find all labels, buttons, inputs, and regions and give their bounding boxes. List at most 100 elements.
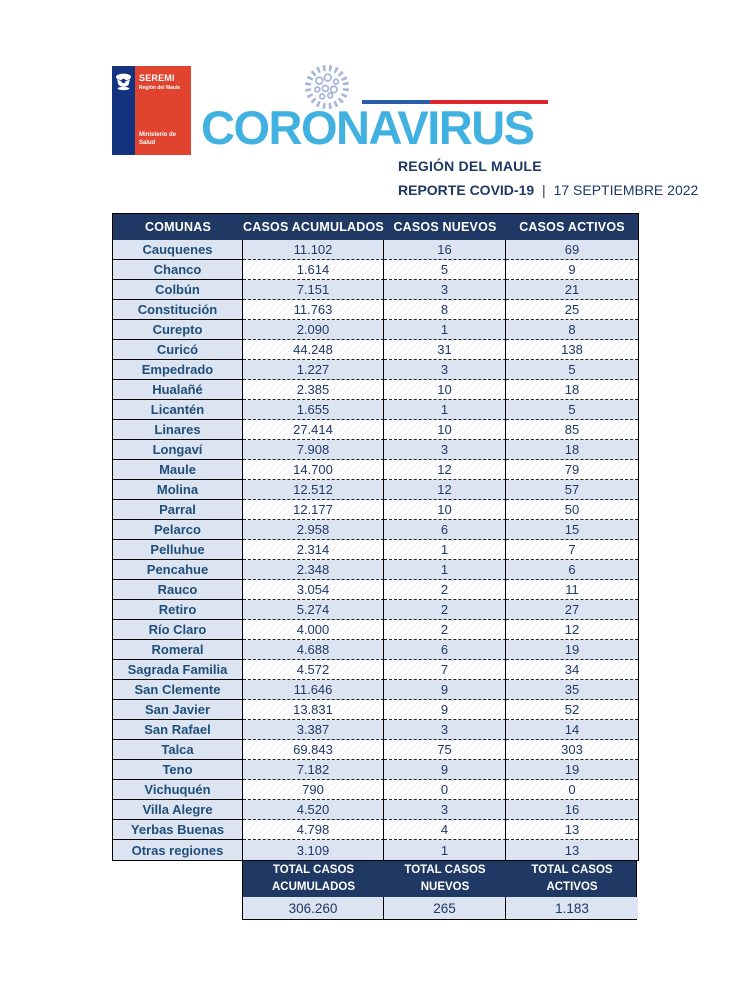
totals-header-row: TOTAL CASOS ACUMULADOS TOTAL CASOS NUEVOS TO… [243,861,636,897]
value-cell: 7 [506,540,638,560]
covid-table-main: COMUNAS CASOS ACUMULADOS CASOS NUEVOS CASOS… [112,213,639,861]
table-row: Linares 27.414 10 85 [113,420,638,440]
table-row: Maule 14.700 12 79 [113,460,638,480]
totals-header-line: TOTAL CASOS [272,864,355,877]
comuna-name-cell: Pencahue [113,560,243,580]
value-cell: 27.414 [243,420,384,440]
table-row: Pelluhue 2.314 1 7 [113,540,638,560]
totals-value-cell: 265 [384,897,506,919]
column-header: CASOS ACTIVOS [519,220,625,234]
value-cell: 2.348 [243,560,384,580]
value-cell: 12.512 [243,480,384,500]
totals-header: TOTAL CASOS NUEVOS [384,861,506,897]
value-cell: 4.798 [243,820,384,840]
value-cell: 9 [384,680,506,700]
table-row: Chanco 1.614 5 9 [113,260,638,280]
table-row: Río Claro 4.000 2 12 [113,620,638,640]
table-row: Empedrado 1.227 3 5 [113,360,638,380]
table-row: Yerbas Buenas 4.798 4 13 [113,820,638,840]
value-cell: 8 [384,300,506,320]
value-cell: 5 [506,400,638,420]
value-cell: 21 [506,280,638,300]
value-cell: 6 [506,560,638,580]
table-row: Otras regiones 3.109 1 13 [113,840,638,860]
comuna-name-cell: Curicó [113,340,243,360]
seremi-logo: SEREMI Región del Maule Ministerio de Sa… [112,66,191,155]
region-title: REGIÓN DEL MAULE [398,158,542,174]
value-cell: 7.908 [243,440,384,460]
value-cell: 2.090 [243,320,384,340]
table-row: Curepto 2.090 1 8 [113,320,638,340]
value-cell: 4 [384,820,506,840]
table-row: Rauco 3.054 2 11 [113,580,638,600]
table-row: Pencahue 2.348 1 6 [113,560,638,580]
value-cell: 4.688 [243,640,384,660]
value-cell: 13.831 [243,700,384,720]
value-cell: 2.385 [243,380,384,400]
comuna-name-cell: Otras regiones [113,840,243,860]
table-row: Sagrada Familia 4.572 7 34 [113,660,638,680]
value-cell: 44.248 [243,340,384,360]
value-cell: 2 [384,600,506,620]
value-cell: 34 [506,660,638,680]
report-subtitle: REGIÓN DEL MAULE REPORTE COVID-19 | 17 S… [398,158,698,198]
value-cell: 3 [384,280,506,300]
value-cell: 1.655 [243,400,384,420]
comuna-name-cell: Teno [113,760,243,780]
report-separator: | [542,182,546,198]
value-cell: 14 [506,720,638,740]
value-cell: 5 [384,260,506,280]
comuna-name-cell: Río Claro [113,620,243,640]
value-cell: 19 [506,760,638,780]
stripe-blue-segment [362,100,430,104]
comuna-name-cell: Talca [113,740,243,760]
value-cell: 0 [506,780,638,800]
comuna-name-cell: San Clemente [113,680,243,700]
value-cell: 3.109 [243,840,384,860]
value-cell: 3.387 [243,720,384,740]
value-cell: 75 [384,740,506,760]
totals-header-line: ACUMULADOS [271,881,356,893]
comuna-name-cell: Rauco [113,580,243,600]
table-row: Talca 69.843 75 303 [113,740,638,760]
totals-header: TOTAL CASOS ACUMULADOS [243,861,384,897]
value-cell: 11.646 [243,680,384,700]
comuna-name-cell: Pelarco [113,520,243,540]
value-cell: 16 [506,800,638,820]
value-cell: 10 [384,500,506,520]
table-row: Retiro 5.274 2 27 [113,600,638,620]
comuna-name-cell: Colbún [113,280,243,300]
value-cell: 7.151 [243,280,384,300]
comuna-name-cell: Licantén [113,400,243,420]
table-row: Cauquenes 11.102 16 69 [113,240,638,260]
value-cell: 27 [506,600,638,620]
value-cell: 25 [506,300,638,320]
coronavirus-wordmark: CORONAVIRUS [201,101,535,154]
comuna-name-cell: Linares [113,420,243,440]
value-cell: 16 [384,240,506,260]
column-header: CASOS NUEVOS [393,220,497,234]
logo-agency-label: SEREMI [139,73,175,83]
value-cell: 1 [384,540,506,560]
comuna-name-cell: Hualañé [113,380,243,400]
value-cell: 3.054 [243,580,384,600]
comuna-name-cell: Empedrado [113,360,243,380]
totals-header: TOTAL CASOS ACTIVOS [506,861,638,897]
table-row: Hualañé 2.385 10 18 [113,380,638,400]
value-cell: 1 [384,400,506,420]
comuna-name-cell: Longaví [113,440,243,460]
value-cell: 3 [384,360,506,380]
value-cell: 5 [506,360,638,380]
totals-header-line: TOTAL CASOS [404,864,486,877]
table-body: Cauquenes 11.102 16 69 Chanco 1.614 5 9 Colbún 7.… [113,240,638,860]
covid-table: COMUNAS CASOS ACUMULADOS CASOS NUEVOS CASOS… [112,213,639,920]
report-line: REPORTE COVID-19 | 17 SEPTIEMBRE 2022 [398,182,698,198]
value-cell: 3 [384,720,506,740]
value-cell: 2.958 [243,520,384,540]
comuna-name-cell: Maule [113,460,243,480]
value-cell: 1 [384,560,506,580]
value-cell: 0 [384,780,506,800]
value-cell: 12 [506,620,638,640]
virus-icon [283,54,365,121]
